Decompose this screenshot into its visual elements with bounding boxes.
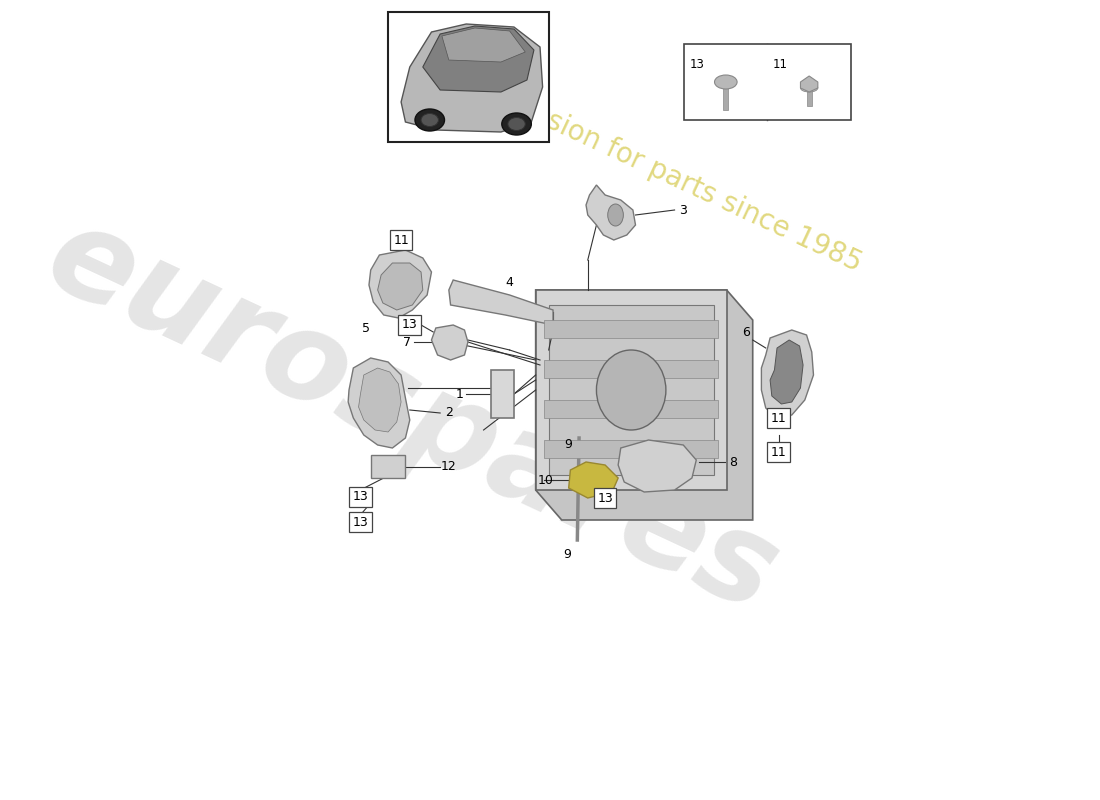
Ellipse shape	[596, 350, 666, 430]
Bar	[544, 320, 718, 338]
Polygon shape	[348, 358, 410, 448]
Text: 13: 13	[352, 490, 368, 503]
Bar	[684, 44, 850, 120]
Ellipse shape	[502, 113, 531, 135]
Ellipse shape	[607, 204, 624, 226]
Text: 4: 4	[506, 277, 514, 290]
Bar	[549, 305, 714, 475]
Polygon shape	[359, 368, 402, 432]
Polygon shape	[536, 290, 727, 490]
Bar	[544, 440, 718, 458]
Text: 13: 13	[597, 491, 613, 505]
Polygon shape	[536, 290, 752, 520]
Polygon shape	[618, 440, 696, 492]
Text: 7: 7	[404, 335, 411, 349]
Text: 11: 11	[771, 446, 786, 458]
Text: eurospares: eurospares	[29, 194, 796, 638]
Polygon shape	[770, 340, 803, 404]
Polygon shape	[491, 370, 514, 418]
Bar	[723, 88, 728, 110]
Ellipse shape	[715, 75, 737, 89]
Text: 1: 1	[455, 387, 463, 401]
Polygon shape	[422, 26, 534, 92]
Bar	[544, 360, 718, 378]
Bar	[544, 400, 718, 418]
Polygon shape	[761, 330, 814, 418]
Polygon shape	[569, 462, 618, 498]
Text: 11: 11	[771, 411, 786, 425]
Polygon shape	[377, 263, 422, 310]
Bar	[806, 88, 812, 106]
Polygon shape	[801, 76, 817, 92]
Polygon shape	[586, 185, 636, 240]
Ellipse shape	[415, 109, 444, 131]
Text: 6: 6	[741, 326, 750, 339]
Polygon shape	[402, 24, 542, 132]
Ellipse shape	[421, 114, 439, 126]
Ellipse shape	[801, 84, 817, 92]
Text: 9: 9	[563, 549, 571, 562]
Text: 3: 3	[680, 203, 688, 217]
Text: 13: 13	[690, 58, 704, 71]
Text: 13: 13	[402, 318, 418, 331]
Text: a passion for parts since 1985: a passion for parts since 1985	[474, 74, 867, 278]
Text: 10: 10	[538, 474, 554, 486]
Text: 11: 11	[393, 234, 409, 246]
Text: 13: 13	[352, 515, 368, 529]
Bar	[388, 12, 549, 142]
Text: 5: 5	[362, 322, 371, 334]
Text: 9: 9	[564, 438, 573, 451]
Text: 11: 11	[772, 58, 788, 71]
Text: 2: 2	[444, 406, 453, 419]
Text: 12: 12	[441, 461, 456, 474]
Ellipse shape	[508, 118, 525, 130]
Polygon shape	[371, 455, 406, 478]
Polygon shape	[368, 250, 431, 318]
Text: 8: 8	[729, 455, 738, 469]
Polygon shape	[449, 280, 553, 325]
Polygon shape	[442, 28, 525, 62]
Polygon shape	[431, 325, 467, 360]
